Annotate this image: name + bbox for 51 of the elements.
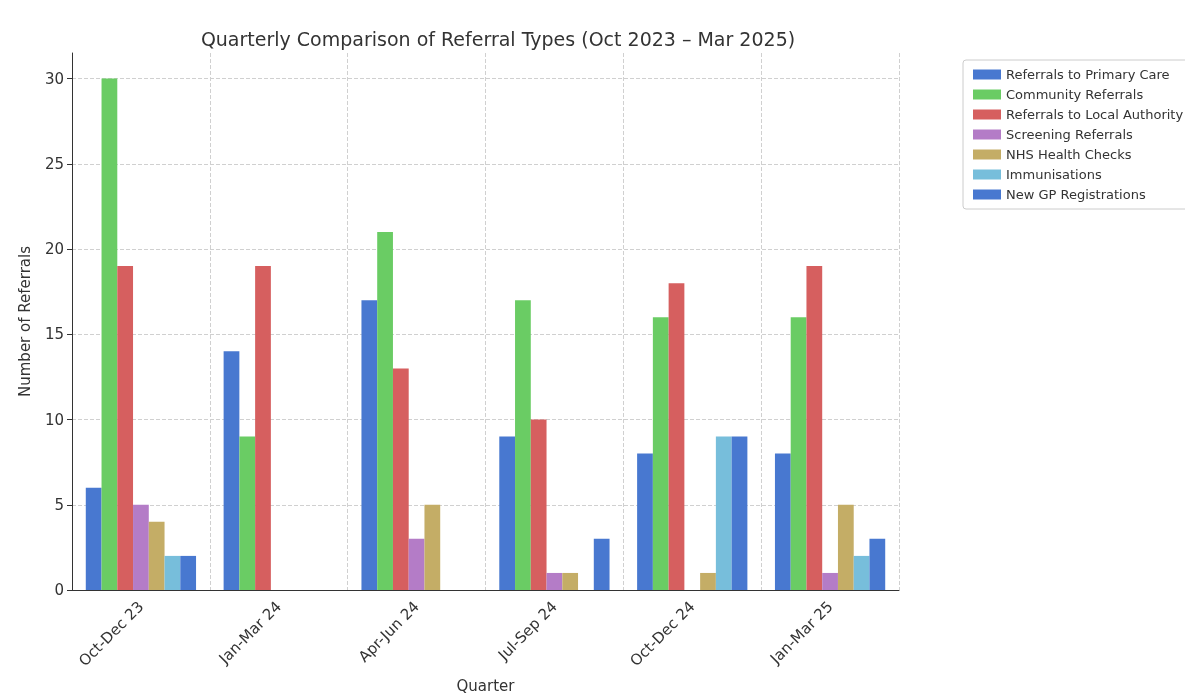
bar [424, 504, 441, 590]
y-tick-label: 5 [54, 495, 64, 514]
legend-label: Screening Referrals [1006, 127, 1133, 142]
legend-label: Community Referrals [1006, 87, 1144, 102]
bar [774, 453, 791, 590]
y-tick-label: 15 [44, 325, 64, 344]
x-axis-title: Quarter [456, 676, 516, 695]
legend-label: New GP Registrations [1006, 187, 1146, 202]
legend-label: Referrals to Primary Care [1006, 67, 1170, 82]
bar [668, 283, 685, 590]
bar [499, 436, 516, 590]
y-tick-label: 30 [44, 69, 64, 88]
bar [562, 572, 579, 590]
bar [593, 538, 610, 590]
bar [790, 317, 807, 590]
bar [869, 538, 886, 590]
y-tick-label: 25 [44, 154, 64, 173]
bar [117, 266, 134, 590]
bar [515, 300, 531, 590]
legend-label: Immunisations [1006, 167, 1102, 182]
bar [822, 572, 838, 590]
bar [837, 504, 854, 590]
bar [361, 300, 378, 590]
bar [637, 453, 653, 590]
y-tick-label: 20 [44, 240, 64, 259]
bar [408, 538, 425, 590]
bar [731, 436, 748, 590]
bar [806, 266, 823, 590]
chart-title: Quarterly Comparison of Referral Types (Oct 2023 – Mar 2025) [200, 27, 796, 50]
bar [392, 368, 409, 590]
bar [715, 436, 732, 590]
bar [652, 317, 669, 590]
bar [853, 555, 870, 590]
legend-label: Referrals to Local Authority [1006, 107, 1184, 122]
y-axis-title: Number of Referrals [15, 245, 34, 397]
bar [255, 266, 271, 590]
y-tick-label: 0 [54, 581, 64, 599]
bar [85, 487, 102, 590]
bar [700, 572, 716, 590]
bar [239, 436, 256, 590]
bar [530, 419, 547, 590]
bar [180, 555, 197, 590]
bar [133, 504, 149, 590]
bar [148, 521, 165, 590]
bar [377, 232, 393, 590]
bar [546, 572, 563, 590]
y-tick-label: 10 [44, 410, 64, 429]
bar [223, 351, 240, 590]
legend-label: NHS Health Checks [1006, 147, 1132, 162]
bar [164, 555, 181, 590]
bar [101, 78, 118, 590]
